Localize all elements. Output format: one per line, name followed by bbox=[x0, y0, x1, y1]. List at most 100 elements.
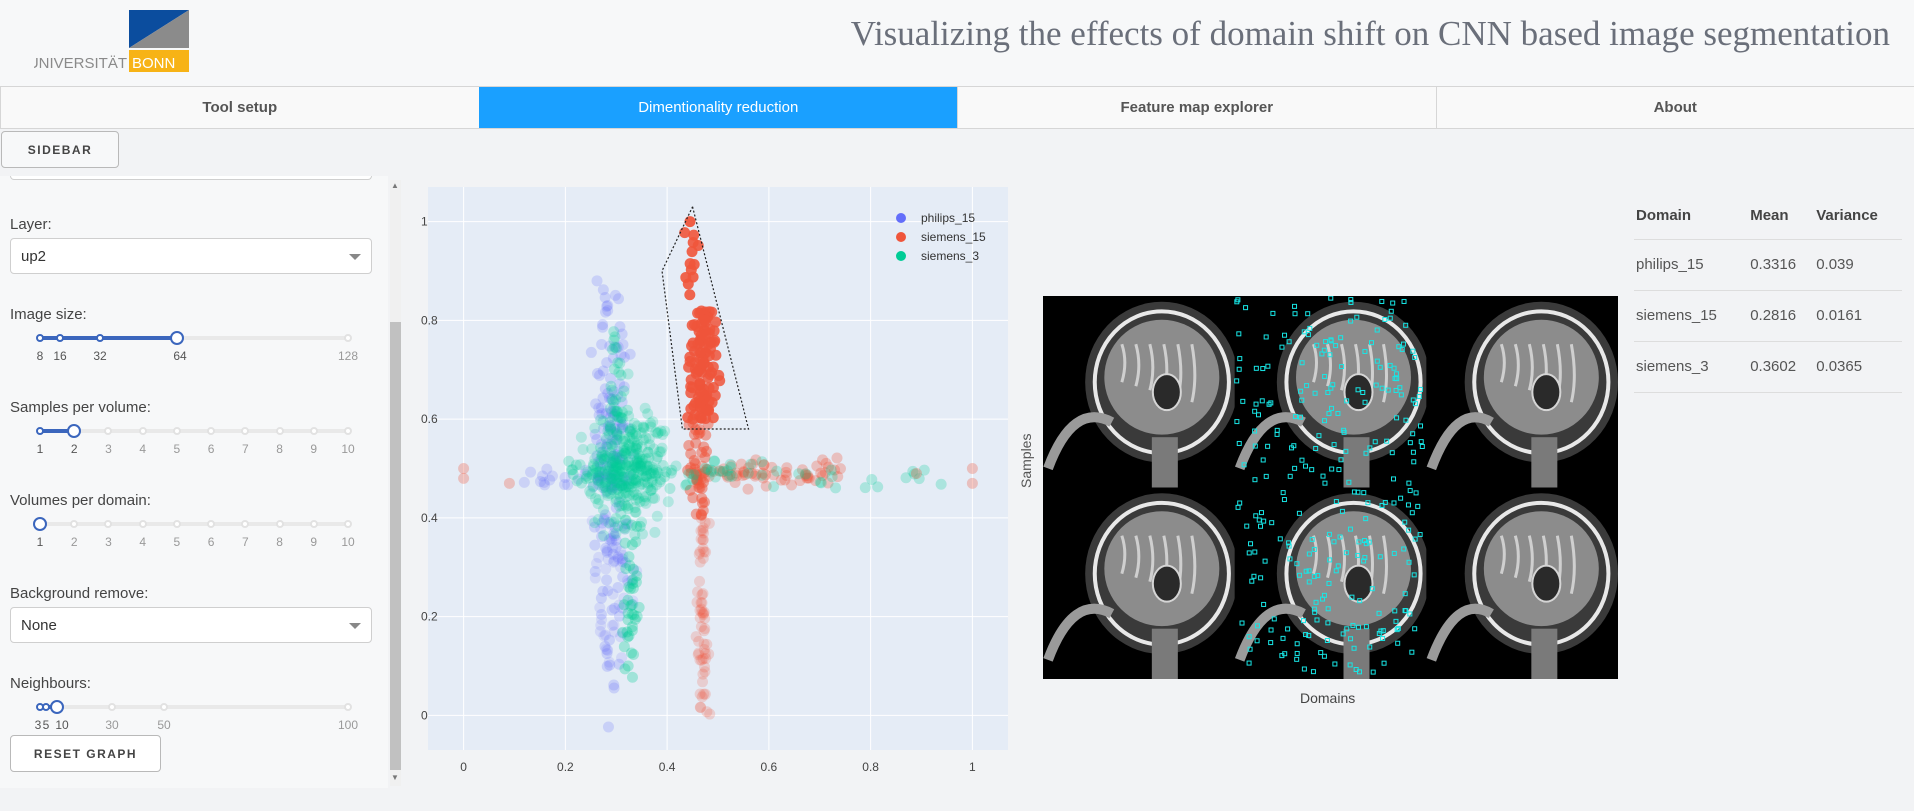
lasso-selection bbox=[661, 206, 750, 430]
scatter-point bbox=[593, 409, 605, 421]
scatter-point bbox=[596, 338, 608, 350]
volumes-per-domain-slider[interactable]: 1 2 3 4 5 6 7 8 9 10 bbox=[10, 515, 355, 549]
sidebar-scrollbar-thumb[interactable] bbox=[390, 322, 401, 770]
feature-marker bbox=[1369, 340, 1375, 346]
scatter-point bbox=[815, 467, 827, 479]
scatter-point bbox=[595, 454, 607, 466]
feature-marker bbox=[1312, 609, 1318, 615]
scatter-point bbox=[615, 349, 627, 361]
image-size-label: Image size: bbox=[10, 306, 87, 323]
slider-handle[interactable] bbox=[50, 700, 64, 714]
tab-feature-map-explorer[interactable]: Feature map explorer bbox=[957, 87, 1436, 128]
gyrus-line bbox=[1148, 535, 1155, 583]
table-row: siemens_15 0.2816 0.0161 bbox=[1634, 290, 1902, 342]
scatter-point bbox=[614, 454, 626, 466]
scatter-point bbox=[596, 470, 608, 482]
scatter-point bbox=[699, 612, 711, 624]
feature-marker bbox=[1343, 448, 1349, 454]
scatter-point bbox=[591, 433, 603, 445]
scatter-point bbox=[539, 479, 551, 491]
scatter-point bbox=[742, 467, 754, 479]
feature-marker bbox=[1299, 457, 1305, 463]
neighbours-slider[interactable]: 3 5 10 30 50 100 bbox=[10, 698, 358, 732]
scatter-point bbox=[630, 442, 642, 454]
scatter-point bbox=[691, 474, 703, 486]
reset-graph-button[interactable]: RESET GRAPH bbox=[10, 735, 161, 772]
scatter-point bbox=[747, 458, 759, 470]
feature-marker bbox=[1387, 362, 1393, 368]
scatter-point bbox=[802, 472, 814, 484]
umap-scatter-plot[interactable]: 0 0 0.2 0.2 0.4 0.4 0.6 0.6 0.8 0.8 1 1 philips_15 si… bbox=[418, 182, 1008, 775]
scatter-point bbox=[607, 426, 619, 438]
scatter-point bbox=[692, 307, 704, 319]
slider-handle[interactable] bbox=[33, 517, 47, 531]
scroll-down-icon[interactable]: ▼ bbox=[391, 773, 399, 782]
feature-marker bbox=[1347, 526, 1353, 532]
scatter-point bbox=[611, 477, 623, 489]
scatter-point bbox=[629, 529, 641, 541]
scatter-point bbox=[590, 557, 602, 569]
scatter-point bbox=[935, 478, 947, 490]
scatter-point bbox=[619, 523, 631, 535]
scroll-up-icon[interactable]: ▲ bbox=[391, 181, 399, 190]
scatter-point bbox=[626, 624, 638, 636]
feature-marker bbox=[1380, 635, 1386, 641]
feature-marker bbox=[1338, 457, 1344, 463]
scatter-point bbox=[602, 721, 614, 733]
scatter-point bbox=[822, 477, 834, 489]
background-remove-dropdown[interactable]: None bbox=[10, 607, 372, 643]
y-tick-label: 0.4 bbox=[421, 511, 438, 525]
scatter-point bbox=[567, 468, 579, 480]
layer-dropdown[interactable]: up2 bbox=[10, 238, 372, 274]
background-remove-label: Background remove: bbox=[10, 585, 149, 602]
mri-sample-grid[interactable] bbox=[1043, 295, 1618, 679]
scatter-point bbox=[606, 469, 618, 481]
scatter-point bbox=[610, 512, 622, 524]
image-size-slider[interactable]: 8 16 32 64 128 bbox=[10, 329, 358, 363]
scatter-point bbox=[614, 357, 626, 369]
feature-marker bbox=[1322, 480, 1328, 486]
feature-marker bbox=[1402, 591, 1408, 597]
scatter-point bbox=[640, 491, 652, 503]
clipped-dropdown[interactable] bbox=[10, 176, 372, 180]
scatter-point bbox=[598, 454, 610, 466]
scatter-point bbox=[695, 621, 707, 633]
scatter-point bbox=[632, 476, 644, 488]
feature-marker bbox=[1415, 503, 1421, 509]
tab-bar: Tool setup Dimentionality reduction Feat… bbox=[0, 86, 1914, 129]
slider-handle[interactable] bbox=[170, 331, 184, 345]
feature-marker bbox=[1318, 650, 1324, 656]
feature-marker bbox=[1331, 539, 1337, 545]
slider-handle[interactable] bbox=[67, 424, 82, 438]
feature-marker bbox=[1357, 669, 1363, 675]
scatter-point bbox=[618, 385, 630, 397]
feature-marker bbox=[1325, 390, 1331, 396]
scatter-point bbox=[609, 341, 621, 353]
slider-dot bbox=[309, 427, 318, 435]
scatter-point bbox=[724, 468, 736, 480]
feature-marker bbox=[1236, 366, 1242, 372]
feature-marker bbox=[1321, 418, 1327, 424]
scatter-point bbox=[597, 446, 609, 458]
scatter-point bbox=[831, 452, 843, 464]
scatter-point bbox=[592, 474, 604, 486]
scatter-point bbox=[591, 460, 603, 472]
sidebar: Layer: up2 Image size: 8 16 32 64 128 Sa… bbox=[0, 176, 388, 788]
sidebar-toggle-button[interactable]: SIDEBAR bbox=[1, 131, 119, 168]
scatter-point bbox=[602, 387, 614, 399]
samples-per-volume-slider[interactable]: 1 2 3 4 5 6 7 8 9 10 bbox=[10, 422, 355, 456]
scatter-point bbox=[626, 621, 638, 633]
scatter-point bbox=[619, 435, 631, 447]
scatter-point bbox=[645, 484, 657, 496]
tab-dimentionality-reduction[interactable]: Dimentionality reduction bbox=[478, 87, 957, 128]
tab-about[interactable]: About bbox=[1435, 87, 1914, 128]
scatter-point bbox=[623, 630, 635, 642]
tab-tool-setup[interactable]: Tool setup bbox=[0, 87, 479, 128]
feature-marker bbox=[1301, 618, 1307, 624]
scatter-point bbox=[703, 648, 715, 660]
scatter-point bbox=[590, 467, 602, 479]
scatter-point bbox=[627, 598, 639, 610]
feature-marker bbox=[1390, 300, 1396, 306]
slider-dot bbox=[108, 703, 116, 711]
scatter-point bbox=[609, 457, 621, 469]
